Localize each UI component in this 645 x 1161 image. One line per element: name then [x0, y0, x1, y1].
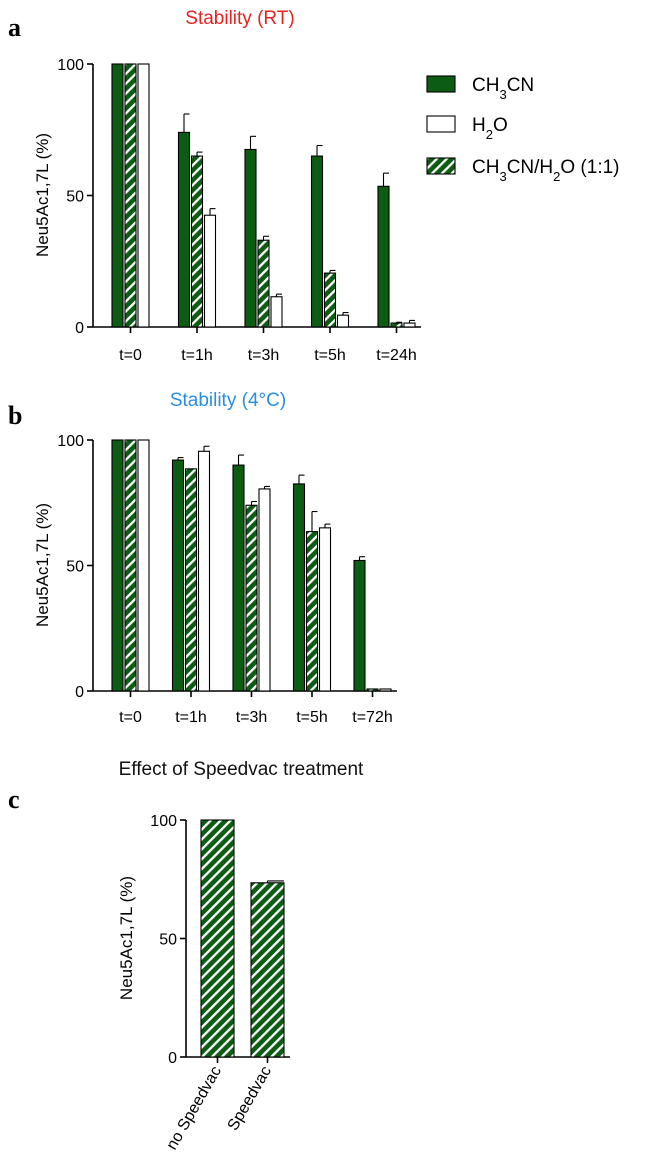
legend-swatch: [426, 75, 456, 93]
legend-label: H2O: [472, 115, 508, 142]
x-tick-label: t=3h: [236, 709, 268, 726]
bar-h2o-1: [203, 214, 217, 328]
bar-ch3cn-1: [171, 459, 185, 692]
bar-mix-1: [184, 468, 198, 692]
legend-label: CH3CN: [472, 75, 534, 102]
x-tick-label: t=0: [119, 347, 142, 364]
legend-item-ch3cn: CH3CN: [426, 75, 534, 102]
x-tick-label: t=24h: [376, 347, 416, 364]
x-tick-label: t=72h: [352, 709, 392, 726]
x-tick-label: t=1h: [175, 709, 207, 726]
bar-ch3cn-4: [377, 185, 390, 328]
y-tick-label: 50: [66, 189, 84, 206]
legend-swatch: [426, 157, 456, 175]
y-tick-label: 100: [57, 57, 84, 74]
panel-label: c: [8, 785, 20, 814]
chart-title: Stability (4°C): [170, 390, 286, 411]
bar-ch3cn-3: [292, 483, 306, 692]
bar-h2o-0: [137, 63, 150, 328]
chart-title: Effect of Speedvac treatment: [119, 759, 364, 780]
bar-mix-4: [366, 688, 379, 692]
bar-mix-1: [190, 155, 204, 328]
x-tick-label: t=0: [119, 709, 142, 726]
bar-h2o-2: [258, 488, 271, 692]
bar-mix-2: [257, 239, 270, 328]
y-axis-label: Neu5Ac1,7L (%): [117, 876, 136, 1000]
bar-ch3cn-3: [310, 155, 324, 328]
chart-title: Stability (RT): [185, 8, 294, 29]
bar-mix-1: [250, 882, 285, 1058]
bar-mix-0: [200, 819, 235, 1058]
bar-h2o-2: [270, 296, 283, 328]
bar-ch3cn-0: [111, 439, 124, 692]
panel-label: b: [8, 401, 22, 430]
chart-panel-b: b Stability (4°C) Neu5Ac1,7L (%) 0 50 100 t=0 t…: [8, 390, 397, 726]
chart-panel-a: a Stability (RT) Neu5Ac1,7L (%) 0 50 100 t=0 t=…: [8, 8, 421, 364]
bar-h2o-3: [318, 527, 332, 692]
y-tick-label: 0: [75, 320, 84, 337]
y-axis-label: Neu5Ac1,7L (%): [33, 133, 52, 257]
chart-panel-c: c Effect of Speedvac treatment Neu5Ac1,7L …: [8, 759, 364, 1153]
bar-mix-3: [305, 531, 319, 692]
bar-h2o-0: [137, 439, 150, 692]
bar-h2o-3: [336, 314, 350, 328]
bar-mix-0: [124, 439, 137, 692]
legend: CH3CN H2O CH3CN/H2O (1:1): [426, 75, 620, 184]
bar-ch3cn-1: [177, 131, 191, 328]
x-tick-label: Speedvac: [225, 1064, 275, 1134]
panel-label: a: [8, 13, 21, 42]
x-tick-label: t=5h: [314, 347, 346, 364]
legend-swatch: [426, 115, 456, 133]
x-tick-label: t=5h: [296, 709, 328, 726]
y-tick-label: 0: [168, 1050, 177, 1067]
legend-item-h2o: H2O: [426, 115, 508, 142]
x-tick-label: no Speedvac: [164, 1064, 225, 1153]
x-tick-label: t=1h: [181, 347, 213, 364]
bar-mix-2: [245, 504, 258, 692]
bar-mix-0: [124, 63, 137, 328]
legend-label: CH3CN/H2O (1:1): [472, 157, 620, 184]
legend-item-mix: CH3CN/H2O (1:1): [426, 157, 620, 184]
bar-ch3cn-4: [353, 559, 366, 692]
bar-h2o-4: [403, 322, 416, 328]
y-tick-label: 100: [57, 433, 84, 450]
bar-h2o-1: [197, 450, 211, 692]
bar-ch3cn-0: [111, 63, 124, 328]
y-tick-label: 50: [159, 932, 177, 949]
x-tick-label: t=3h: [248, 347, 280, 364]
bar-h2o-4: [379, 688, 392, 692]
bar-mix-3: [323, 272, 337, 328]
y-tick-label: 50: [66, 559, 84, 576]
y-tick-label: 0: [75, 684, 84, 701]
y-axis-label: Neu5Ac1,7L (%): [33, 503, 52, 627]
y-tick-label: 100: [150, 813, 177, 830]
bar-ch3cn-2: [232, 464, 245, 692]
bar-mix-4: [390, 322, 403, 328]
bar-ch3cn-2: [244, 148, 257, 328]
